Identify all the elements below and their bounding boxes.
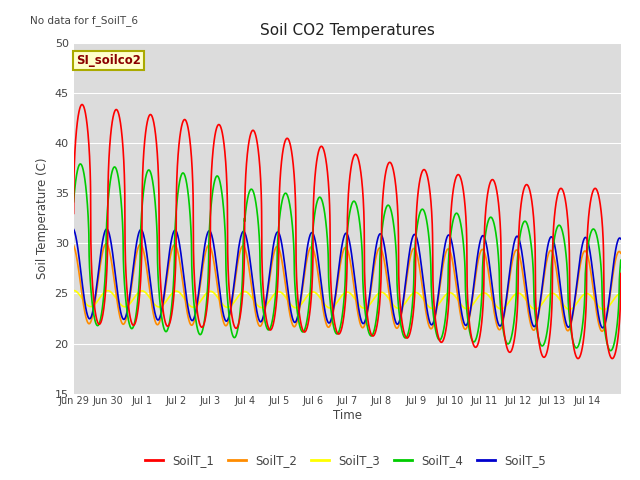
Line: SoilT_4: SoilT_4 [74,164,621,351]
Title: Soil CO2 Temperatures: Soil CO2 Temperatures [260,23,435,38]
SoilT_5 [103,226,111,232]
SoilT_5 [490,299,498,305]
SoilT_3 [164,296,172,301]
SoilT_5 [499,320,506,325]
SoilT_1 [490,178,498,184]
SoilT_4 [424,224,431,230]
SoilT_2 [490,309,498,314]
SoilT_5 [617,236,625,242]
X-axis label: Time: Time [333,409,362,422]
SoilT_1 [474,341,482,347]
SoilT_4 [617,257,625,263]
SoilT_1 [78,102,86,108]
SoilT_5 [164,261,172,266]
SoilT_4 [474,328,482,334]
SoilT_3 [490,300,498,306]
SoilT_4 [499,321,506,326]
SoilT_1 [499,308,506,314]
SoilT_1 [609,356,616,361]
SoilT_1 [435,335,442,341]
Line: SoilT_3: SoilT_3 [74,290,621,310]
SoilT_4 [77,161,84,167]
SoilT_3 [600,307,607,312]
SoilT_3 [617,291,625,297]
SoilT_2 [474,258,482,264]
SoilT_1 [164,324,172,329]
SoilT_3 [424,302,431,308]
SoilT_5 [70,227,77,232]
SoilT_2 [435,293,442,299]
SoilT_5 [424,311,431,316]
SoilT_2 [164,268,172,274]
Line: SoilT_5: SoilT_5 [74,229,621,328]
SoilT_2 [102,241,110,247]
Line: SoilT_2: SoilT_2 [74,244,621,331]
SoilT_2 [424,318,431,324]
SoilT_3 [498,306,506,312]
SoilT_3 [70,288,77,293]
SoilT_2 [499,322,506,328]
SoilT_5 [474,249,482,255]
SoilT_3 [474,294,482,300]
SoilT_4 [435,336,442,342]
SoilT_4 [607,348,614,354]
Y-axis label: Soil Temperature (C): Soil Temperature (C) [36,157,49,279]
Text: No data for f_SoilT_6: No data for f_SoilT_6 [30,15,138,26]
SoilT_1 [70,211,77,216]
Line: SoilT_1: SoilT_1 [74,105,621,359]
SoilT_1 [617,271,625,276]
Text: SI_soilco2: SI_soilco2 [76,54,141,67]
SoilT_2 [598,328,606,334]
SoilT_3 [435,301,442,307]
SoilT_5 [598,325,606,331]
SoilT_5 [435,289,442,295]
SoilT_4 [164,326,172,332]
SoilT_2 [617,251,625,256]
SoilT_4 [70,199,77,204]
SoilT_2 [70,242,77,248]
SoilT_1 [424,175,431,180]
Legend: SoilT_1, SoilT_2, SoilT_3, SoilT_4, SoilT_5: SoilT_1, SoilT_2, SoilT_3, SoilT_4, Soil… [140,449,551,472]
SoilT_4 [490,221,498,227]
